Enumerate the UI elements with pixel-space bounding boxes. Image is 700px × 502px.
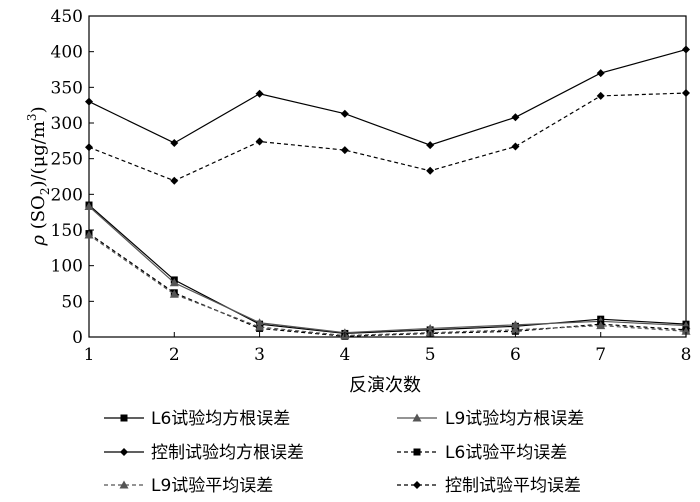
- y-tick-label: 450: [51, 7, 83, 27]
- x-tick-label: 2: [169, 345, 180, 365]
- series-line: [88, 48, 687, 146]
- x-tick-label: 4: [339, 345, 350, 365]
- series-1: [85, 201, 690, 337]
- y-tick-label: 250: [51, 150, 83, 170]
- legend-marker: [120, 414, 128, 422]
- series-5: [84, 230, 691, 340]
- y-tick-label: 100: [51, 257, 83, 277]
- data-point: [510, 325, 520, 334]
- data-point: [511, 142, 520, 151]
- x-tick-label: 3: [254, 345, 265, 365]
- data-point: [255, 322, 265, 331]
- x-tick-label: 6: [510, 345, 521, 365]
- y-tick-label: 400: [51, 43, 83, 63]
- y-axis-title-mid: )/(μg/m: [28, 121, 49, 187]
- data-point: [255, 318, 265, 327]
- data-point: [169, 278, 179, 287]
- legend-item: 控制试验均方根误差: [104, 443, 304, 463]
- data-point: [85, 143, 93, 152]
- x-tick-label: 5: [425, 345, 436, 365]
- legend-item: L6试验平均误差: [397, 443, 567, 463]
- data-point: [169, 289, 179, 298]
- y-axis-title-close: ): [28, 106, 49, 113]
- data-point: [340, 146, 349, 155]
- legend-marker: [413, 481, 421, 489]
- y-axis-title-sub: 2: [38, 188, 52, 196]
- y-tick-label: 350: [51, 78, 83, 98]
- legend-marker: [119, 480, 129, 489]
- legend-item: L9试验平均误差: [104, 476, 273, 496]
- legend-marker: [413, 448, 421, 456]
- legend-label: 控制试验平均误差: [445, 476, 581, 496]
- y-tick-label: 150: [51, 221, 83, 241]
- data-point: [596, 91, 605, 100]
- y-tick-label: 300: [51, 114, 83, 134]
- data-point: [510, 320, 520, 329]
- legend-item: 控制试验平均误差: [397, 476, 581, 496]
- series-line: [88, 206, 687, 334]
- x-tick-label: 1: [84, 345, 95, 365]
- legend-label: L9试验平均误差: [151, 476, 273, 496]
- data-point: [681, 326, 691, 335]
- plot-area: [84, 15, 691, 340]
- series-line: [88, 233, 687, 337]
- plot-frame: [88, 15, 687, 338]
- series-line: [88, 234, 687, 337]
- data-point: [255, 89, 264, 98]
- y-tick-label: 200: [51, 185, 83, 205]
- data-point: [170, 138, 179, 147]
- data-point: [85, 97, 93, 106]
- data-point: [170, 176, 179, 185]
- legend-label: L6试验平均误差: [445, 443, 567, 463]
- legend-label: L6试验均方根误差: [151, 409, 290, 429]
- series-6: [85, 89, 690, 185]
- data-point: [682, 89, 690, 98]
- data-point: [426, 141, 435, 150]
- data-point: [596, 69, 605, 78]
- data-point: [426, 166, 435, 175]
- y-tick-label: 0: [72, 328, 83, 348]
- series-3: [85, 45, 690, 150]
- y-axis-title-open: (SO: [28, 195, 49, 235]
- series-line: [88, 204, 687, 335]
- y-axis: 0 50 100 150 200 250 300 350 400 450: [51, 7, 94, 348]
- x-tick-label: 7: [595, 345, 606, 365]
- x-tick-label: 8: [681, 345, 692, 365]
- legend-item: L9试验均方根误差: [397, 409, 584, 429]
- y-tick-label: 50: [61, 292, 83, 312]
- legend-item: L6试验均方根误差: [104, 409, 290, 429]
- data-point: [340, 109, 349, 118]
- legend-marker: [120, 448, 128, 456]
- data-point: [84, 201, 94, 210]
- x-axis: 1 2 3 4 5 6 7 8: [84, 332, 692, 365]
- data-point: [682, 45, 690, 54]
- series-line: [88, 92, 687, 182]
- legend-label: 控制试验均方根误差: [151, 443, 304, 463]
- legend-marker: [412, 413, 422, 422]
- y-axis-title-rho: ρ: [28, 235, 49, 247]
- y-axis-title: ρ (SO2)/(μg/m3): [25, 106, 52, 246]
- data-point: [84, 230, 94, 239]
- data-point: [255, 137, 264, 146]
- x-axis-title: 反演次数: [349, 375, 421, 396]
- legend-label: L9试验均方根误差: [445, 409, 584, 429]
- data-point: [511, 113, 520, 122]
- data-point: [596, 321, 606, 330]
- y-axis-title-sup: 3: [25, 113, 39, 121]
